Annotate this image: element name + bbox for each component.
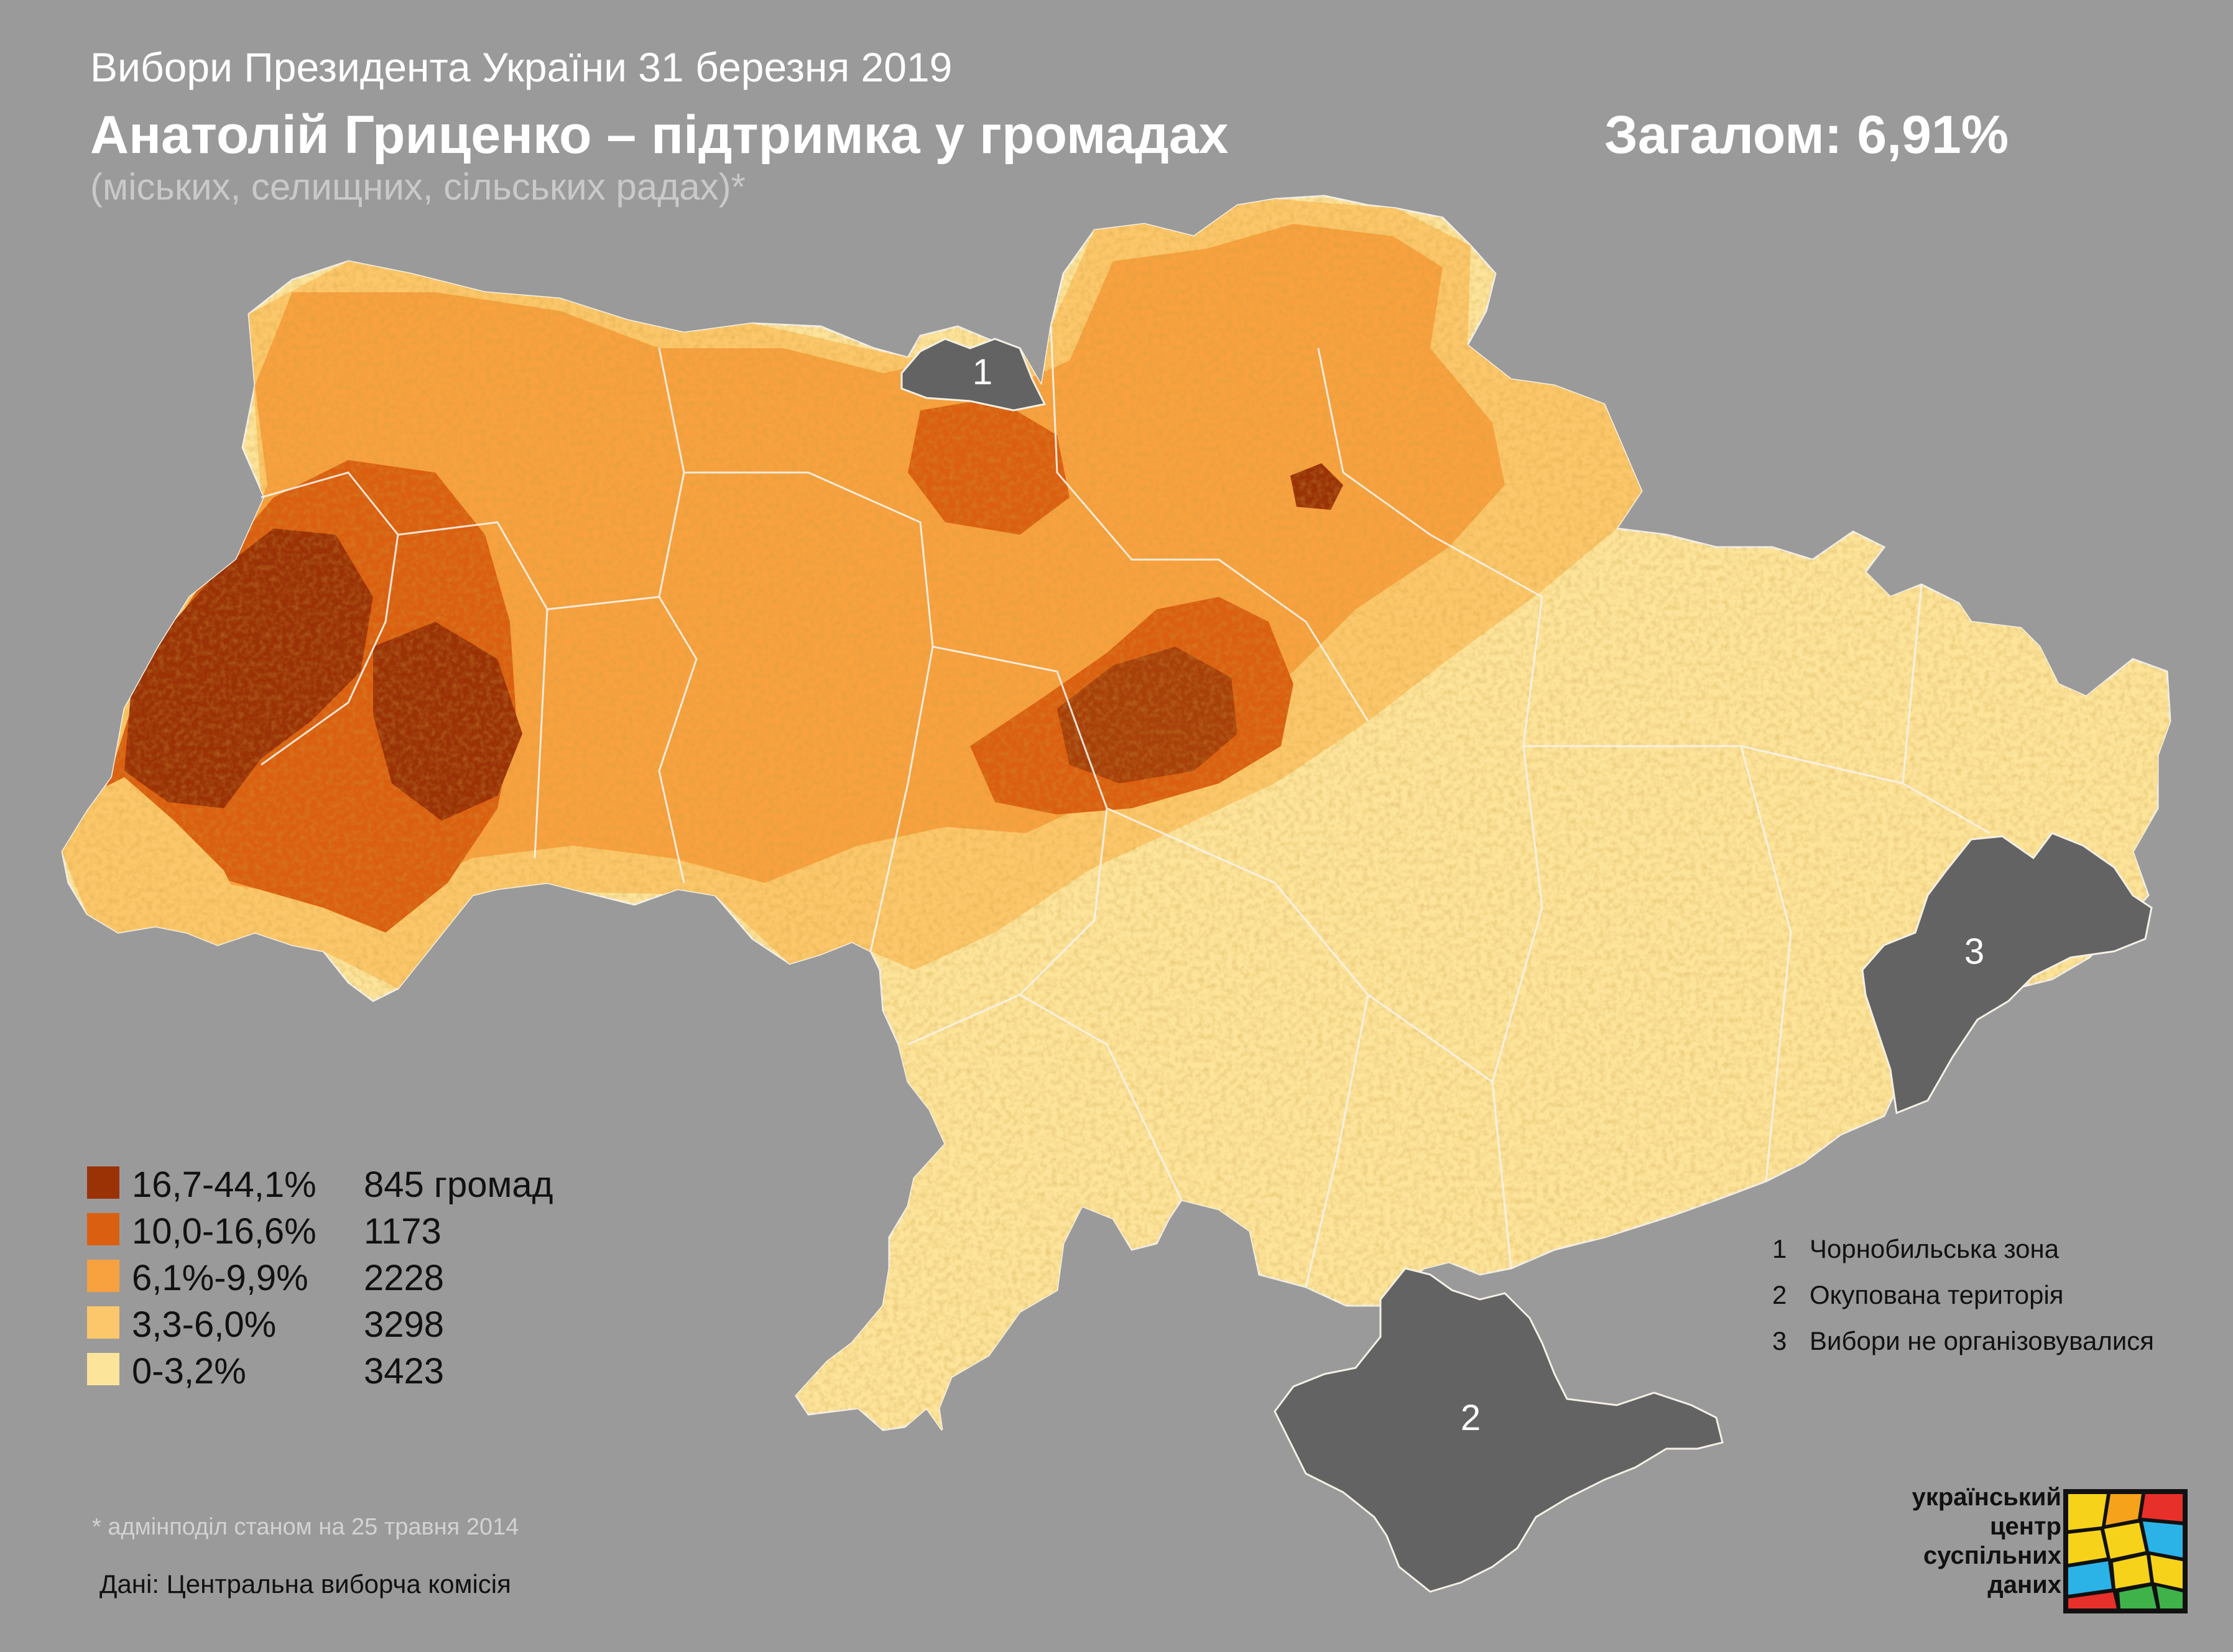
no-election-zone xyxy=(1861,832,2153,1115)
note-item: 2 Окупована територія xyxy=(1772,1280,2064,1309)
legend-item: 10,0-16,6% 1173 xyxy=(87,1211,585,1252)
legend-range: 3,3-6,0% xyxy=(132,1304,277,1345)
legend-count: 3423 xyxy=(364,1351,445,1391)
legend-count: 1173 xyxy=(364,1211,442,1252)
total-result: Загалом: 6,91% xyxy=(1604,105,2009,165)
legend-item: 16,7-44,1% 845 громад xyxy=(87,1164,585,1205)
legend-swatch xyxy=(87,1306,119,1339)
subtitle-election: Вибори Президента України 31 березня 201… xyxy=(90,44,953,90)
note-item: 1 Чорнобильська зона xyxy=(1772,1234,2060,1263)
legend-item: 0-3,2% 3423 xyxy=(87,1350,585,1391)
legend-item: 6,1%-9,9% 2228 xyxy=(87,1257,585,1298)
zone-label-1: 1 xyxy=(973,352,992,392)
legend-count: 845 громад xyxy=(364,1165,553,1205)
legend-count: 3298 xyxy=(364,1304,445,1345)
legend-range: 0-3,2% xyxy=(132,1351,246,1391)
legend-count: 2228 xyxy=(364,1258,445,1298)
logo-text: український центр суспільних даних xyxy=(1912,1484,2061,1599)
legend-swatch xyxy=(87,1260,119,1292)
legend-swatch xyxy=(87,1213,119,1245)
zone-label-3: 3 xyxy=(1964,931,1984,972)
admin-footnote: * адмінподіл станом на 25 травня 2014 xyxy=(92,1514,519,1540)
legend-range: 10,0-16,6% xyxy=(132,1211,317,1252)
zone-label-2: 2 xyxy=(1461,1398,1481,1438)
page-title: Анатолій Гриценко – підтримка у громадах xyxy=(90,105,1229,165)
legend-range: 16,7-44,1% xyxy=(132,1165,317,1205)
legend-swatch xyxy=(87,1353,119,1385)
legend-swatch xyxy=(87,1166,119,1199)
subtitle-note: (міських, селищних, сільських радах)* xyxy=(90,166,746,208)
chornobyl-zone xyxy=(900,338,1047,412)
region-borders xyxy=(261,326,1990,1288)
data-source: Дані: Центральна виборча комісія xyxy=(99,1569,511,1599)
legend-range: 6,1%-9,9% xyxy=(132,1258,308,1298)
occupied-crimea xyxy=(1274,1267,1724,1593)
stained-glass-logo-icon xyxy=(2063,1489,2188,1613)
legend-item: 3,3-6,0% 3298 xyxy=(87,1304,585,1345)
note-item: 3 Вибори не організовувалися xyxy=(1772,1326,2155,1355)
